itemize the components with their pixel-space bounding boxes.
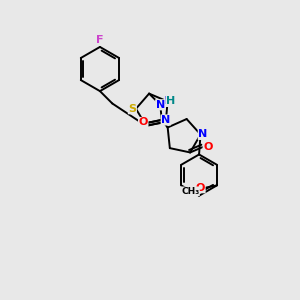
Text: S: S: [128, 104, 136, 114]
Text: H: H: [166, 96, 175, 106]
Text: O: O: [139, 118, 148, 128]
Text: CH₃: CH₃: [181, 187, 200, 196]
Text: N: N: [198, 130, 208, 140]
Text: N: N: [161, 115, 170, 125]
Text: N: N: [164, 97, 174, 106]
Text: F: F: [96, 35, 104, 46]
Text: N: N: [156, 100, 165, 110]
Text: O: O: [196, 183, 205, 193]
Text: O: O: [203, 142, 212, 152]
